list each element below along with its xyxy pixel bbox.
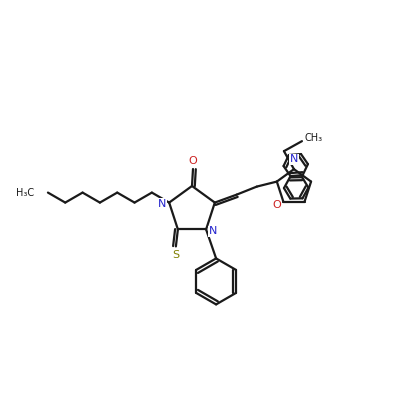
Text: CH₃: CH₃ — [305, 133, 323, 143]
Text: N: N — [290, 154, 298, 164]
Text: H₃C: H₃C — [16, 188, 34, 198]
Text: N: N — [209, 226, 217, 236]
Text: S: S — [172, 250, 180, 260]
Text: O: O — [272, 200, 281, 210]
Text: O: O — [189, 156, 197, 166]
Text: N: N — [158, 198, 166, 208]
